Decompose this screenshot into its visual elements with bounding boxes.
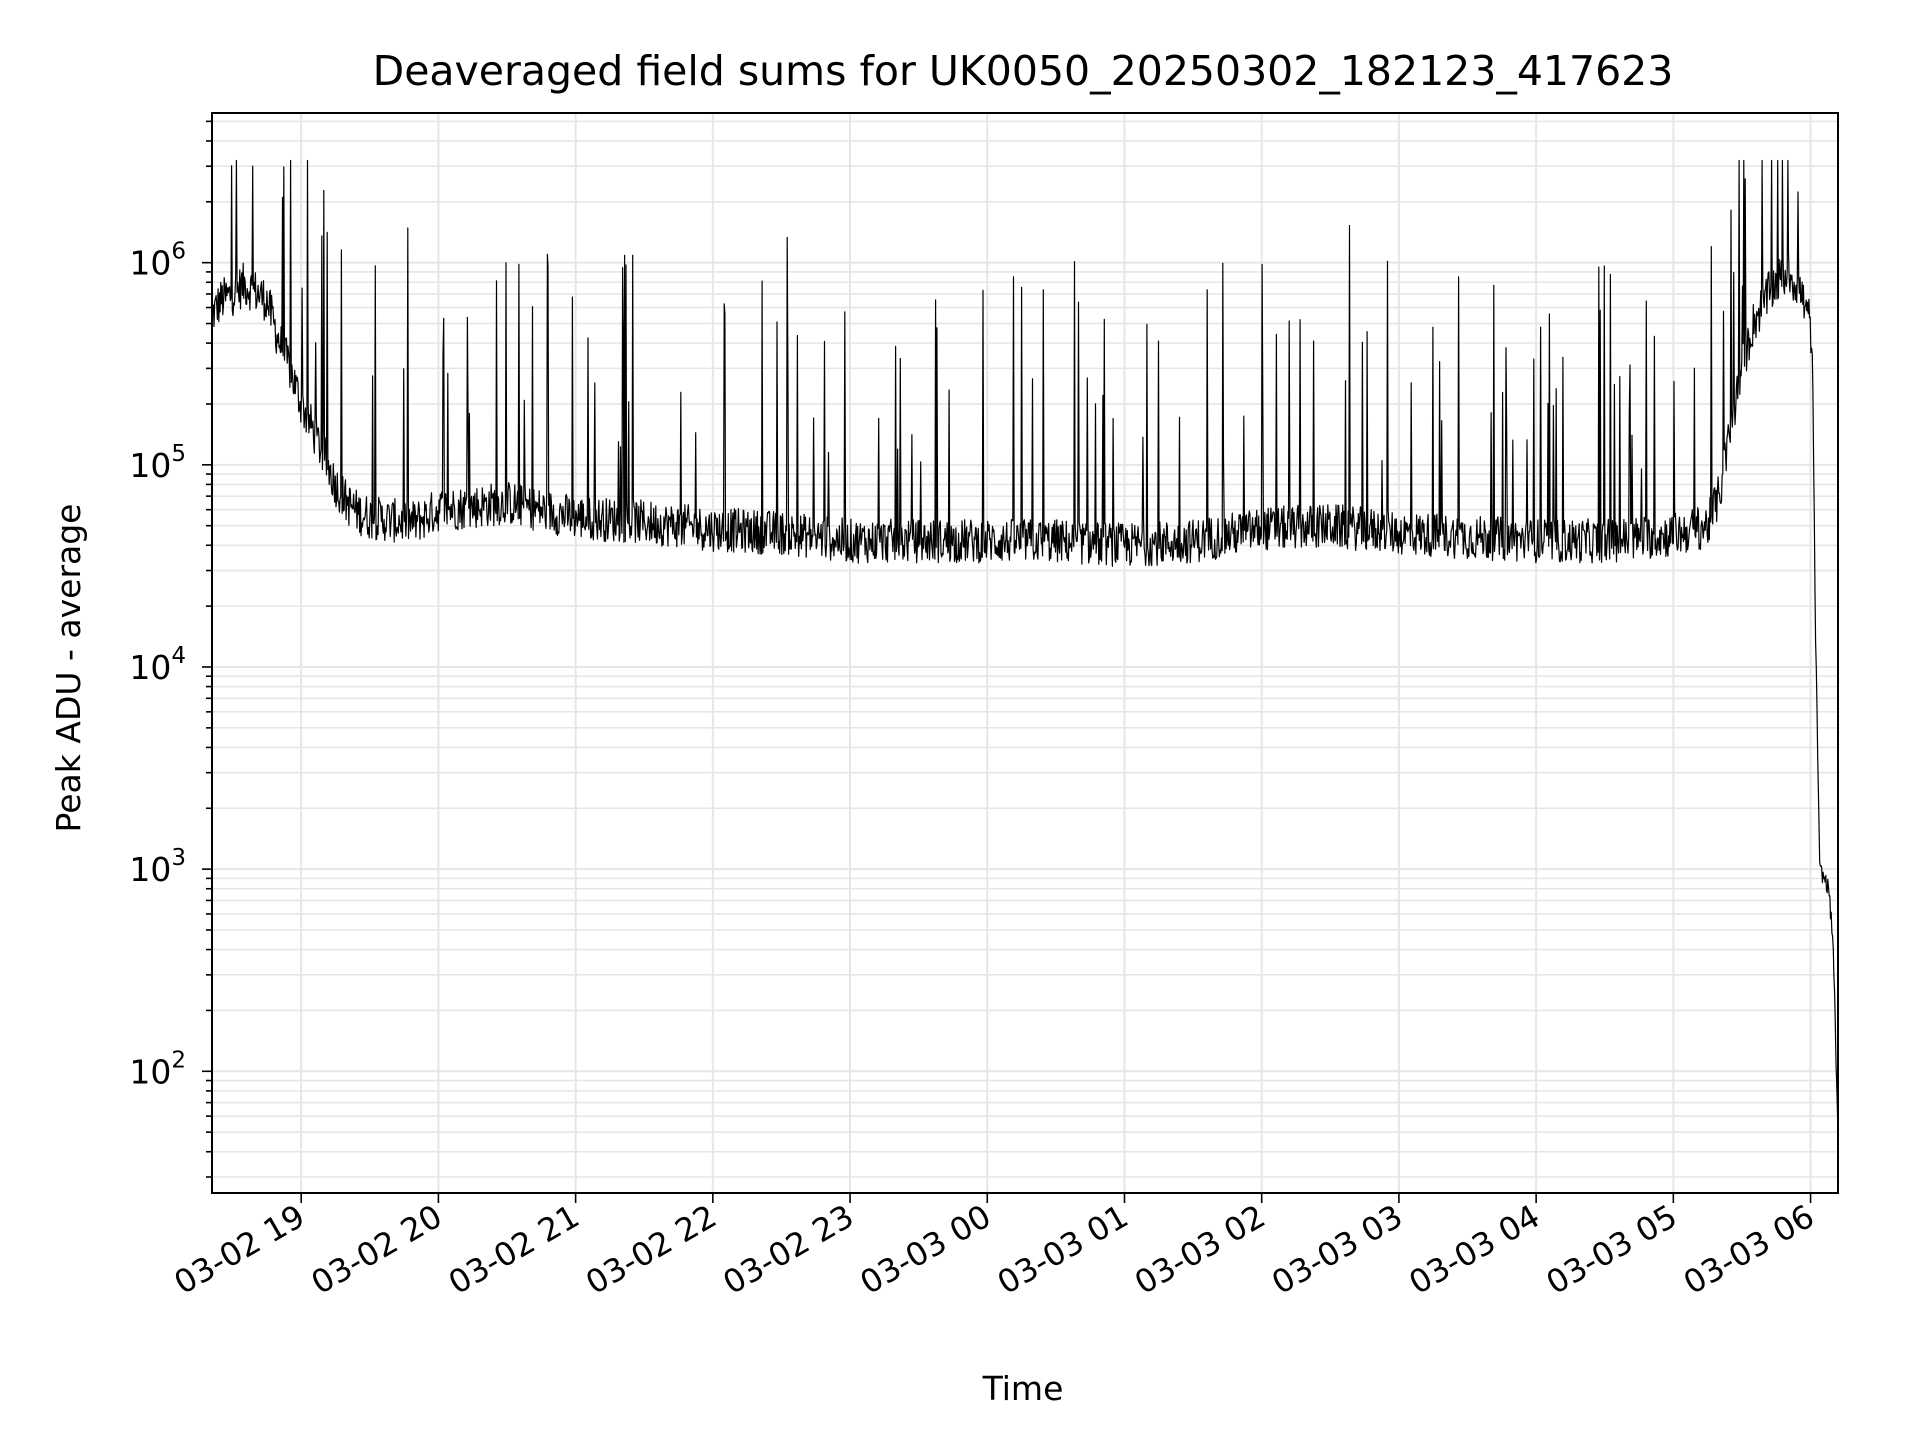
y-tick-label: 102 — [129, 1047, 186, 1091]
y-tick-label: 106 — [129, 239, 186, 283]
x-tick-label: 03-03 05 — [1540, 1197, 1684, 1302]
x-tick-label: 03-02 19 — [168, 1197, 312, 1302]
y-tick-label: 104 — [129, 643, 186, 687]
data-layer — [211, 159, 1839, 1137]
x-tick-label: 03-03 03 — [1265, 1197, 1409, 1302]
x-tick-label: 03-02 22 — [579, 1197, 723, 1302]
x-tick-label: 03-03 02 — [1128, 1197, 1272, 1302]
chart-title: Deaveraged field sums for UK0050_2025030… — [373, 47, 1674, 95]
x-axis-title: Time — [982, 1369, 1064, 1408]
x-tick-label: 03-03 06 — [1677, 1197, 1821, 1302]
grid-lines — [212, 113, 1838, 1193]
x-tick-label: 03-03 04 — [1403, 1197, 1547, 1302]
y-tick-label: 103 — [129, 845, 186, 889]
series-line — [211, 159, 1839, 1137]
x-tick-label: 03-03 00 — [854, 1197, 998, 1302]
y-axis: 102 103 104 105 106 — [129, 120, 212, 1178]
x-tick-label: 03-02 23 — [716, 1197, 860, 1302]
y-tick-label: 105 — [129, 441, 186, 485]
x-tick-label: 03-02 20 — [305, 1197, 449, 1302]
x-tick-label: 03-03 01 — [991, 1197, 1135, 1302]
y-axis-title: Peak ADU - average — [49, 504, 88, 833]
x-tick-label: 03-02 21 — [442, 1197, 586, 1302]
plot-frame — [211, 112, 1839, 1194]
